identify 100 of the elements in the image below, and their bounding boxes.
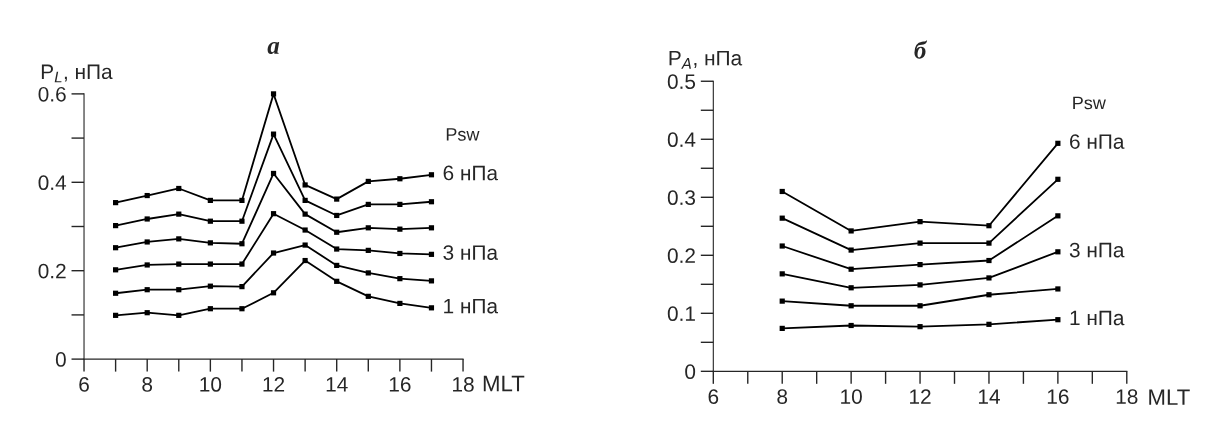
point: [270, 250, 277, 256]
point: [917, 240, 923, 246]
point: [365, 201, 371, 207]
point: [779, 271, 785, 277]
point: [397, 250, 403, 257]
point: [144, 192, 150, 199]
point: [917, 303, 923, 309]
y-axis-title: P$_{L}$, нПа: [41, 64, 113, 83]
x-tick-label: 6: [79, 377, 89, 392]
point: [1055, 286, 1061, 292]
point: [302, 211, 308, 217]
point: [848, 266, 854, 272]
point: [428, 278, 435, 284]
y-tick-label: 0.3: [667, 190, 696, 206]
point: [207, 218, 213, 224]
point: [917, 324, 923, 330]
point: [270, 211, 277, 217]
point: [779, 215, 785, 221]
point: [917, 261, 923, 268]
point: [1055, 176, 1061, 182]
point: [428, 199, 435, 205]
point: [207, 306, 213, 312]
point: [302, 197, 308, 204]
point: [144, 310, 150, 316]
point: [239, 218, 245, 224]
series-label: 3 нПа: [1069, 242, 1125, 258]
point: [270, 170, 277, 177]
point: [176, 312, 182, 318]
point: [113, 290, 119, 296]
x-axis-title: MLT: [483, 375, 525, 392]
point: [986, 257, 992, 264]
point: [365, 270, 371, 276]
series-label: 1 нПа: [1070, 310, 1125, 326]
point: [428, 251, 435, 257]
x-tick-label: 8: [142, 377, 153, 392]
x-tick-label: 8: [777, 389, 788, 404]
y-tick-label: 0: [55, 352, 66, 367]
y-tick-label: 0.1: [667, 306, 695, 322]
series-label: 1 нПа: [444, 298, 499, 314]
x-tick-label: 10: [200, 377, 222, 392]
point: [176, 287, 182, 293]
point: [428, 225, 435, 231]
point: [270, 91, 277, 97]
point: [176, 185, 182, 192]
point: [1055, 317, 1061, 323]
series-label: 6 нПа: [443, 165, 499, 181]
point: [428, 305, 435, 311]
point: [1055, 213, 1061, 219]
point: [397, 300, 403, 307]
point: [144, 216, 150, 222]
point: [334, 246, 340, 252]
point: [239, 284, 245, 290]
y-tick-label: 0: [685, 364, 696, 380]
x-tick-label: 18: [453, 377, 474, 392]
point: [239, 261, 245, 267]
point: [779, 325, 785, 331]
point: [986, 223, 992, 229]
point: [144, 239, 150, 245]
point: [986, 321, 992, 327]
series-label: 6 нПа: [1070, 134, 1125, 149]
point: [986, 292, 992, 298]
y-tick-label: 0.4: [667, 132, 696, 148]
point: [113, 223, 119, 229]
point: [239, 306, 245, 312]
x-tick-label: 6: [708, 389, 719, 404]
point: [365, 293, 371, 299]
point: [144, 287, 150, 293]
point: [848, 322, 854, 329]
point: [334, 212, 340, 219]
point: [239, 241, 245, 247]
point: [848, 303, 854, 309]
point: [365, 247, 371, 253]
point: [1055, 249, 1061, 255]
x-tick-label: 18: [1116, 389, 1138, 404]
point: [176, 211, 182, 217]
y-tick-label: 0.2: [667, 248, 695, 264]
x-tick-label: 16: [389, 377, 411, 392]
y-tick-label: 0.4: [38, 175, 67, 191]
y-tick-label: 0.2: [38, 263, 66, 279]
chart-title: б: [914, 40, 928, 59]
point: [144, 262, 150, 268]
x-tick-label: 10: [841, 389, 862, 404]
point: [397, 276, 403, 282]
point: [302, 182, 308, 188]
point: [848, 247, 854, 253]
point: [207, 240, 213, 246]
y-axis-title: P$_{A}$, нПа: [669, 50, 743, 69]
point: [239, 197, 245, 204]
point: [207, 197, 213, 204]
x-tick-label: 14: [978, 389, 1000, 404]
point: [848, 285, 854, 291]
point: [986, 275, 992, 281]
x-tick-label: 14: [326, 377, 348, 392]
annotation: Psw: [1073, 96, 1106, 110]
point: [365, 178, 371, 185]
series-label: 3 нПа: [443, 245, 499, 260]
point: [207, 261, 213, 267]
point: [397, 176, 403, 182]
point: [302, 257, 308, 264]
point: [779, 243, 785, 249]
